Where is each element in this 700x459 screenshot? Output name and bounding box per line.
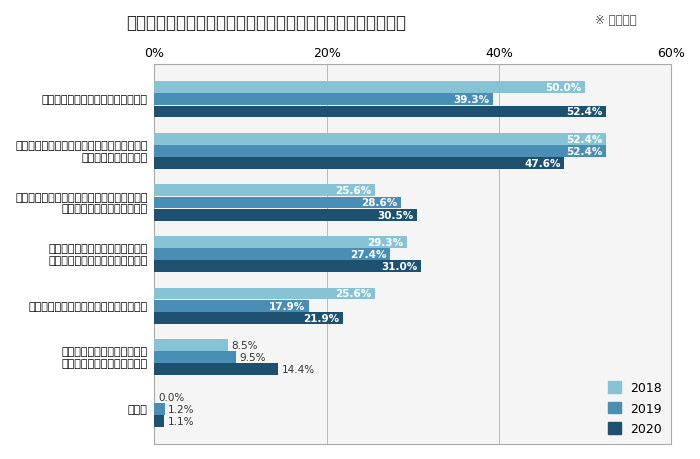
Text: 28.6%: 28.6%: [361, 198, 398, 208]
Text: 52.4%: 52.4%: [566, 134, 602, 145]
Text: ※ 複数回答: ※ 複数回答: [595, 14, 637, 27]
Bar: [155, 415, 164, 427]
Bar: [155, 236, 407, 248]
Bar: [155, 158, 564, 169]
Bar: [155, 288, 375, 300]
Bar: [155, 82, 585, 94]
Text: 25.6%: 25.6%: [335, 186, 372, 196]
Bar: [155, 300, 309, 312]
Bar: [155, 352, 236, 363]
Text: 21.9%: 21.9%: [303, 313, 340, 323]
Text: 1.1%: 1.1%: [167, 416, 194, 426]
Text: 39.3%: 39.3%: [454, 95, 489, 105]
Bar: [155, 209, 417, 221]
Text: 14.4%: 14.4%: [282, 364, 315, 375]
Bar: [155, 364, 279, 375]
Bar: [155, 197, 400, 209]
Bar: [155, 249, 391, 260]
Text: 8.5%: 8.5%: [231, 340, 258, 350]
Bar: [155, 339, 228, 351]
Text: 30.5%: 30.5%: [377, 210, 414, 220]
Bar: [155, 261, 421, 273]
Bar: [155, 185, 375, 197]
Text: 52.4%: 52.4%: [566, 146, 602, 157]
Bar: [155, 106, 606, 118]
Text: 27.4%: 27.4%: [351, 250, 387, 259]
Text: 31.0%: 31.0%: [382, 262, 418, 272]
Text: 25.6%: 25.6%: [335, 289, 372, 299]
Text: 9.5%: 9.5%: [239, 353, 266, 362]
Text: 47.6%: 47.6%: [524, 159, 561, 168]
Text: 29.3%: 29.3%: [368, 237, 403, 247]
Bar: [155, 403, 164, 415]
Bar: [155, 134, 606, 146]
Text: 50.0%: 50.0%: [545, 83, 582, 93]
Legend: 2018, 2019, 2020: 2018, 2019, 2020: [603, 376, 667, 440]
Text: 【図】過去調査との比較　分析に取り組む上で課題となる要因: 【図】過去調査との比較 分析に取り組む上で課題となる要因: [126, 14, 406, 32]
Bar: [155, 312, 343, 324]
Bar: [155, 94, 493, 106]
Text: 52.4%: 52.4%: [566, 107, 602, 117]
Text: 17.9%: 17.9%: [269, 301, 305, 311]
Text: 1.2%: 1.2%: [168, 404, 195, 414]
Bar: [155, 146, 606, 157]
Text: 0.0%: 0.0%: [159, 392, 185, 402]
